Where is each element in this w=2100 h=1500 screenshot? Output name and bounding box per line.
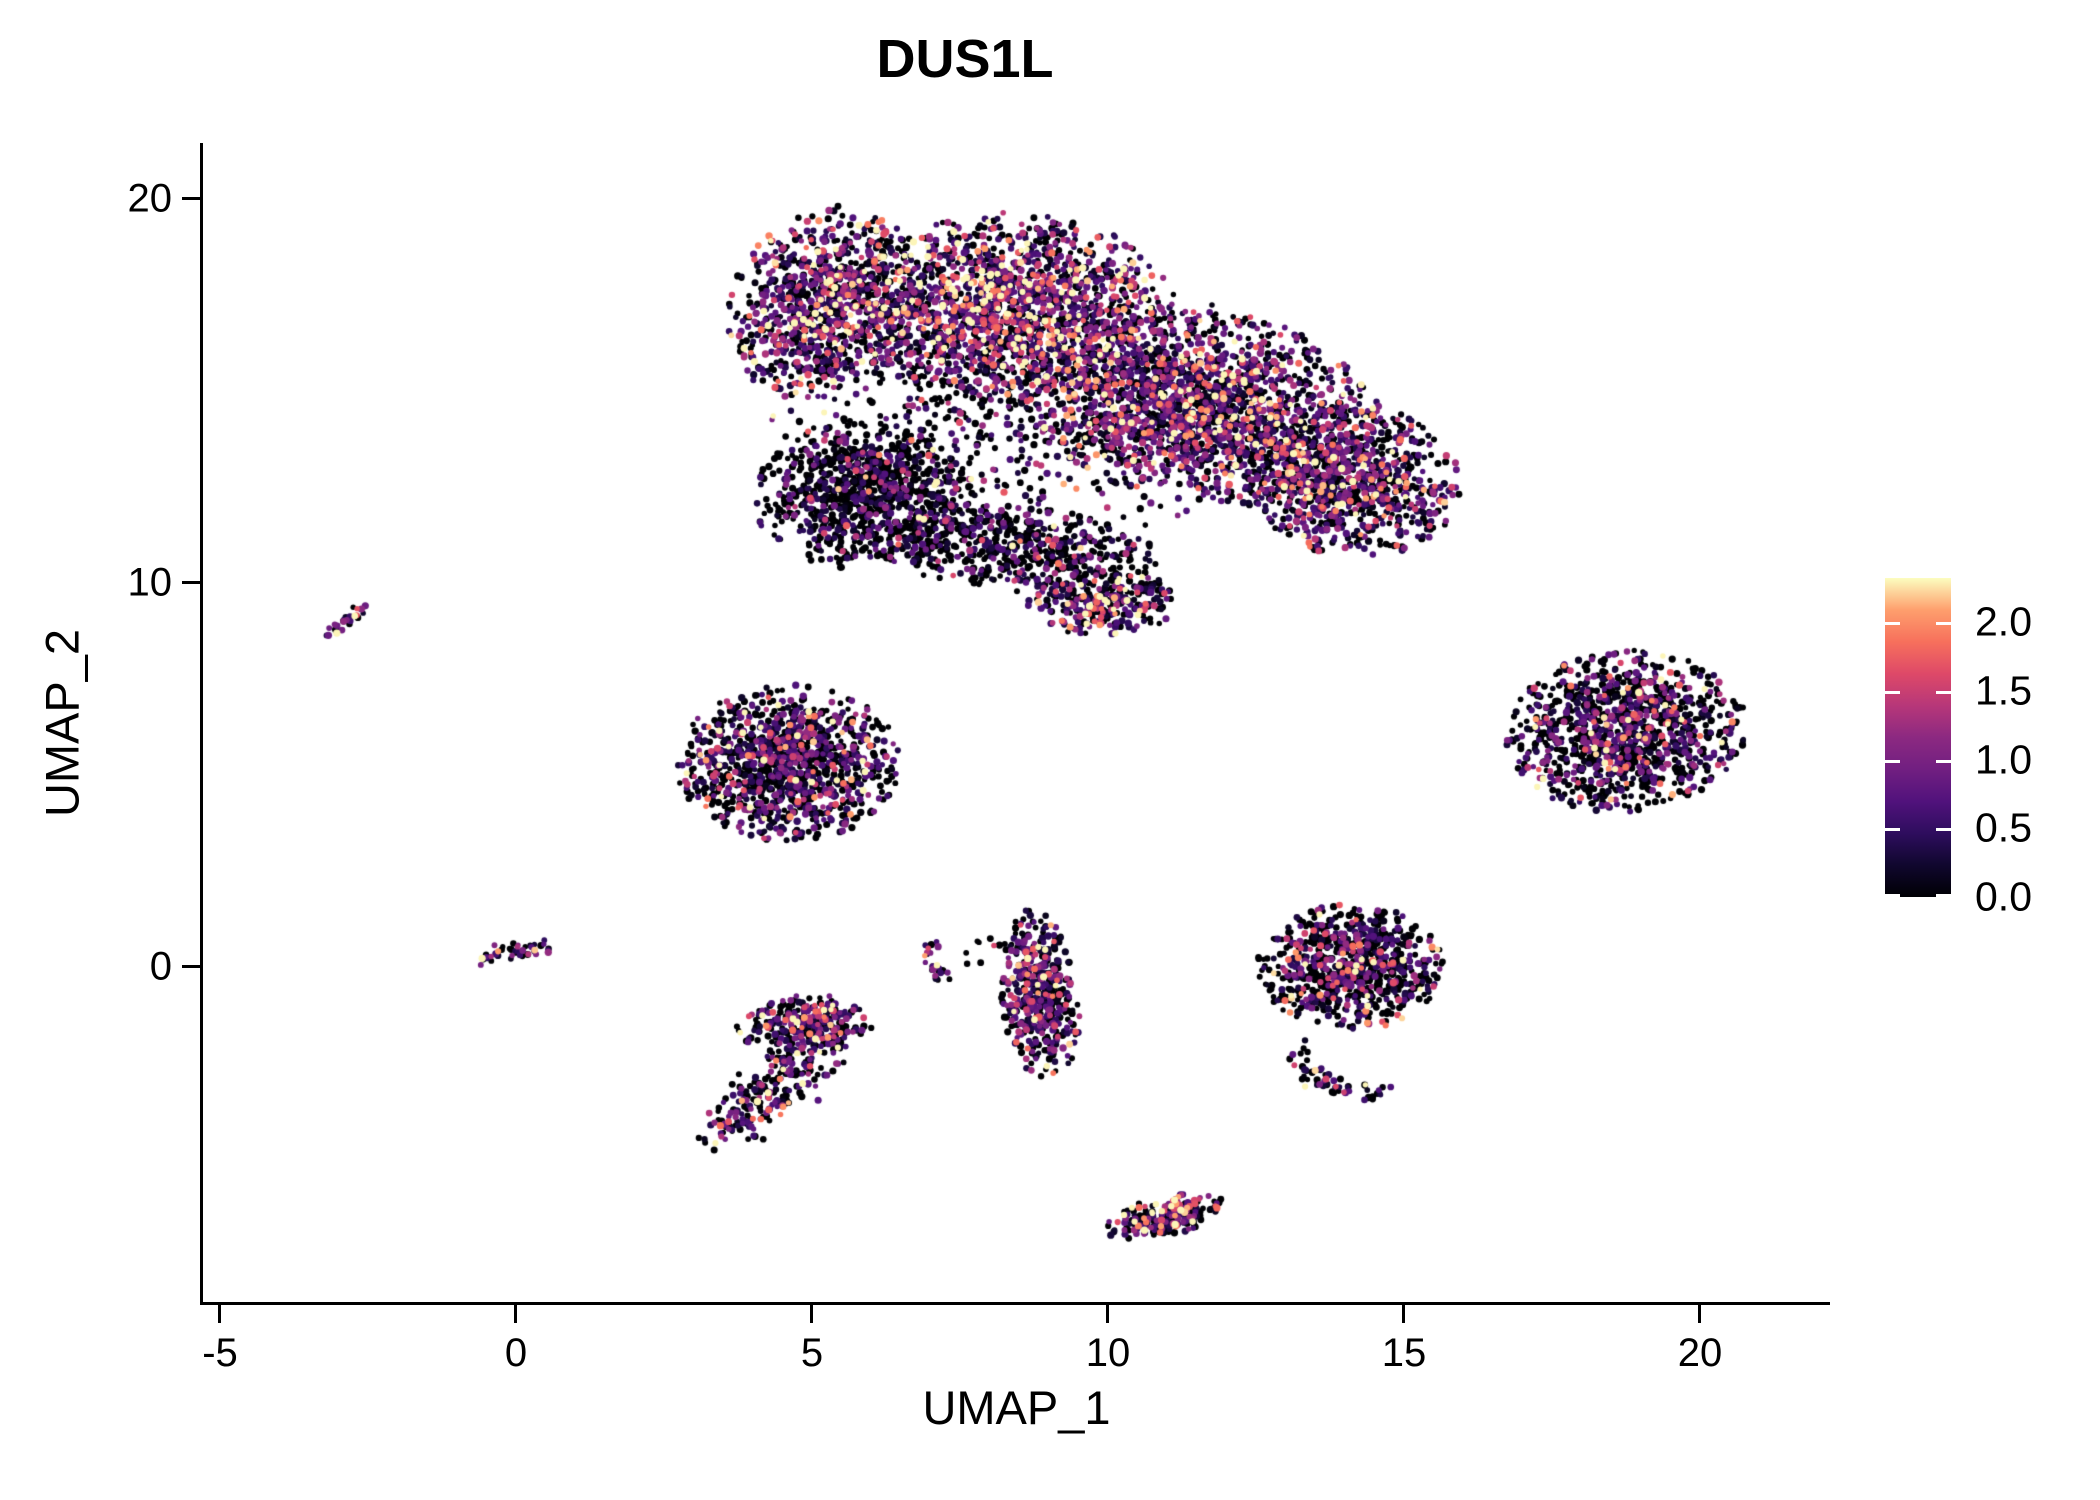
y-tick-label: 20	[127, 176, 173, 221]
x-tick-mark	[218, 1305, 222, 1323]
colorbar-tick-mark	[1885, 622, 1900, 625]
y-axis-title: UMAP_2	[35, 628, 89, 817]
colorbar-tick-mark	[1936, 894, 1951, 897]
colorbar-tick-label: 1.0	[1975, 736, 2032, 782]
y-axis-line	[200, 143, 203, 1305]
colorbar-tick-mark	[1885, 759, 1900, 763]
colorbar-tick-mark	[1936, 690, 1951, 694]
x-tick-label: 0	[504, 1331, 528, 1375]
x-tick-label: 10	[1085, 1331, 1131, 1375]
x-tick-mark	[810, 1305, 814, 1323]
y-tick-label: 10	[127, 560, 173, 605]
y-tick-label: 0	[149, 944, 172, 989]
x-tick-mark	[514, 1305, 518, 1323]
x-tick-mark	[1402, 1305, 1406, 1323]
colorbar-tick-mark	[1885, 894, 1900, 897]
colorbar-tick-mark	[1936, 759, 1951, 763]
colorbar-tick-label: 0.0	[1975, 873, 2032, 920]
plot-title: DUS1L	[876, 29, 1054, 89]
x-tick-label: 20	[1677, 1331, 1723, 1375]
colorbar-tick-mark	[1885, 690, 1900, 694]
colorbar-tick-mark	[1936, 622, 1951, 625]
x-tick-label: 5	[800, 1331, 824, 1375]
y-tick-mark	[182, 197, 200, 201]
colorbar-tick-label: 1.5	[1975, 667, 2032, 714]
colorbar-tick-label: 2.0	[1975, 598, 2032, 645]
x-axis-line	[200, 1302, 1830, 1305]
x-tick-mark	[1106, 1305, 1110, 1323]
colorbar-tick-mark	[1885, 828, 1900, 832]
x-axis-title: UMAP_1	[922, 1381, 1111, 1434]
colorbar-tick-mark	[1936, 828, 1951, 832]
y-tick-mark	[182, 965, 200, 969]
x-tick-label: -5	[202, 1331, 238, 1375]
expression-colorbar	[1885, 578, 1951, 897]
x-tick-mark	[1698, 1305, 1702, 1323]
y-tick-mark	[182, 581, 200, 585]
colorbar-tick-label: 0.5	[1975, 804, 2032, 851]
x-tick-label: 15	[1381, 1331, 1427, 1375]
